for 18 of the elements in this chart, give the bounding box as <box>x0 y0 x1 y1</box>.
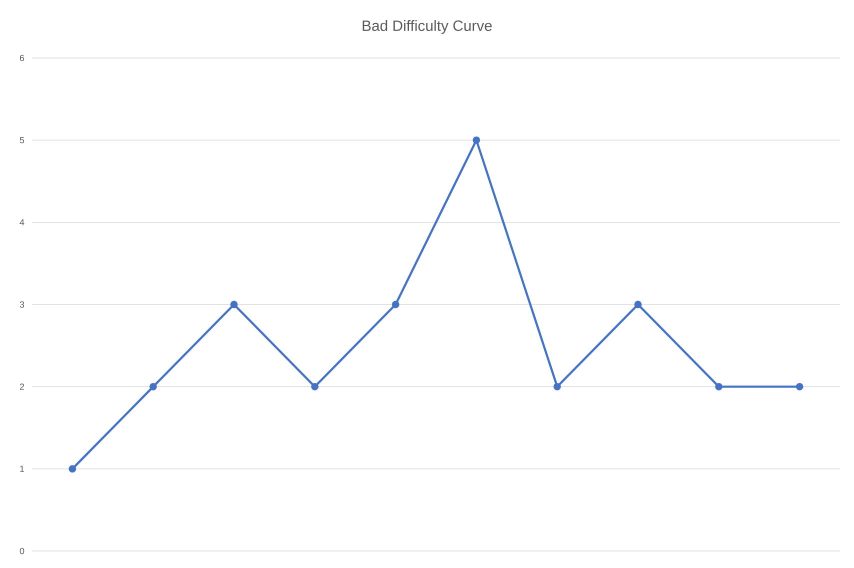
point <box>472 136 480 144</box>
y-tick-label: 0 <box>20 548 24 554</box>
y-tick-label: 1 <box>20 466 24 472</box>
point <box>554 382 561 390</box>
chart-title: Bad Difficulty Curve <box>362 20 492 34</box>
point <box>150 382 157 390</box>
point <box>796 382 804 390</box>
y-tick-label: 5 <box>20 137 24 144</box>
y-tick-label: 2 <box>20 384 24 390</box>
point <box>68 465 76 473</box>
point <box>392 300 400 308</box>
point <box>311 382 319 390</box>
y-tick-label: 4 <box>20 219 24 226</box>
y-tick-label: 6 <box>20 54 24 62</box>
y-tick-label: 3 <box>20 301 24 308</box>
point <box>715 382 723 390</box>
point <box>230 300 238 308</box>
point <box>634 300 642 308</box>
